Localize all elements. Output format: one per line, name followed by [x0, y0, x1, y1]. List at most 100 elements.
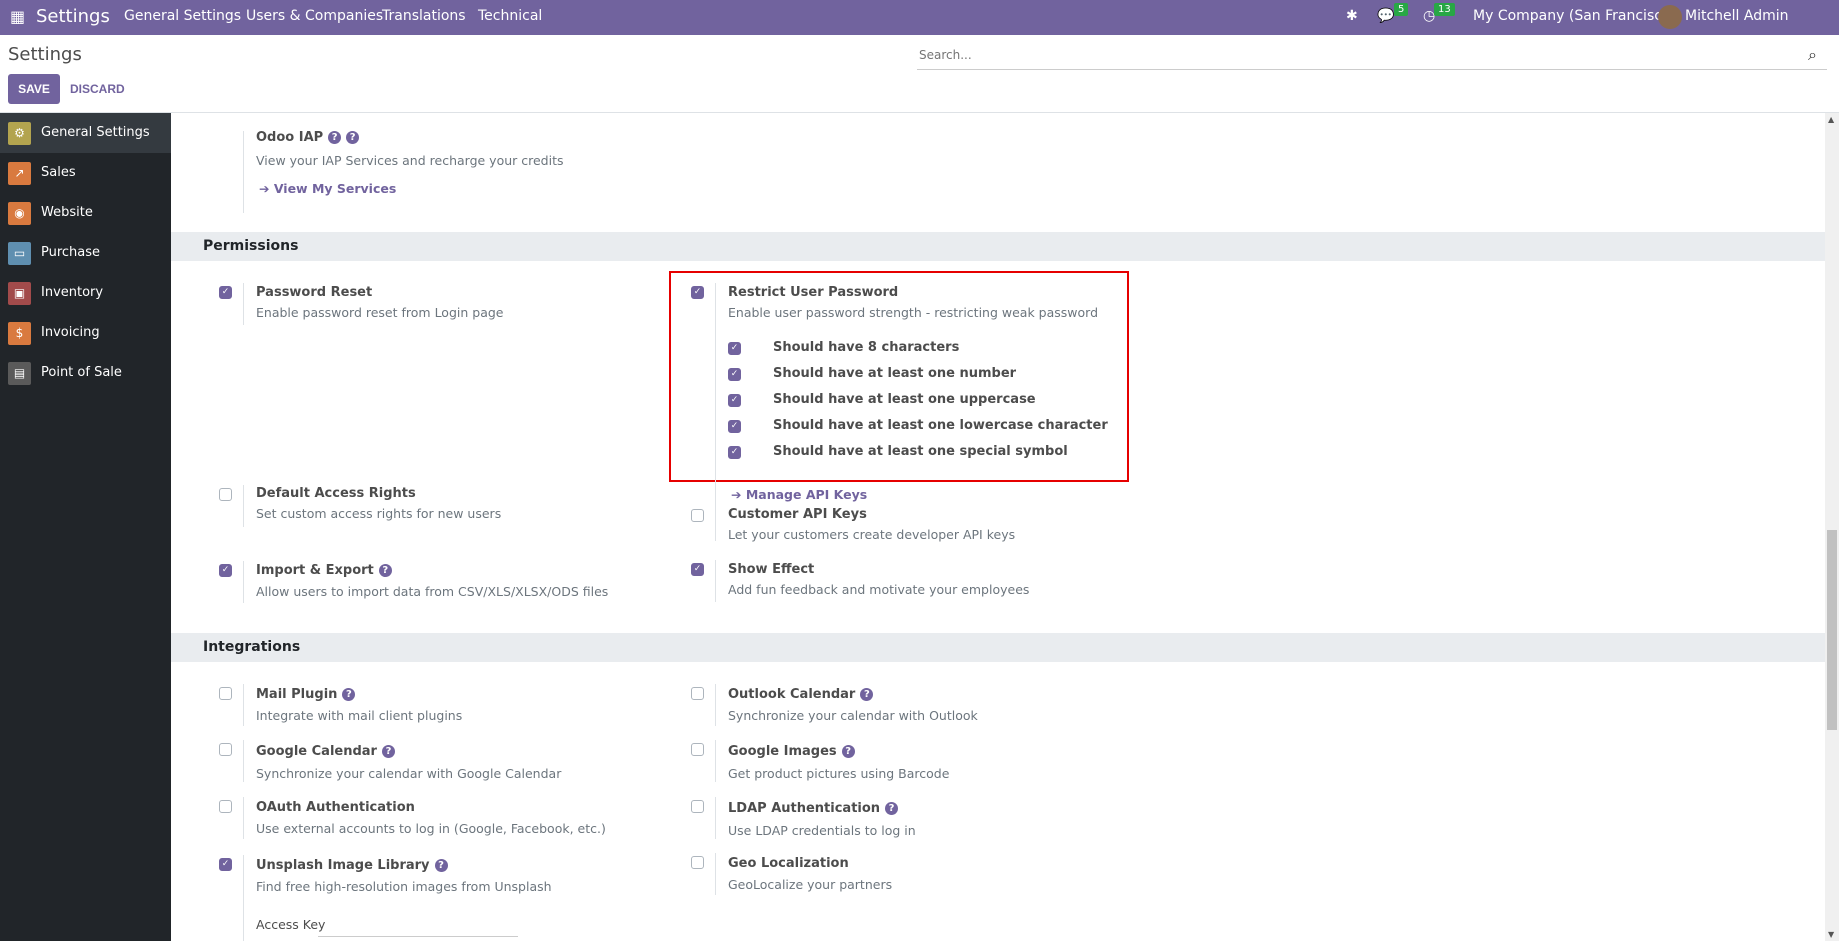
sidebar-item-inventory[interactable]: ▣ Inventory: [0, 273, 171, 313]
ldap-label: LDAP Authentication?: [728, 801, 899, 816]
restrict-password-label: Restrict User Password: [728, 285, 899, 300]
help-icon[interactable]: ?: [328, 131, 342, 144]
show-effect-desc: Add fun feedback and motivate your emplo…: [728, 582, 1030, 597]
google-calendar-label: Google Calendar?: [256, 744, 395, 759]
sidebar-item-general-settings[interactable]: ⚙ General Settings: [0, 113, 171, 153]
unsplash-checkbox[interactable]: ✓: [219, 858, 232, 871]
scrollbar-thumb[interactable]: [1827, 530, 1837, 730]
unsplash-label: Unsplash Image Library?: [256, 858, 448, 873]
help-icon[interactable]: ?: [346, 131, 360, 144]
access-key-input[interactable]: [318, 936, 518, 937]
divider: [715, 740, 716, 782]
section-integrations: Integrations: [171, 633, 1825, 662]
sidebar-item-purchase[interactable]: ▭ Purchase: [0, 233, 171, 273]
menu-users-companies[interactable]: Users & Companies: [246, 8, 384, 24]
rule-label: Should have 8 characters: [773, 340, 960, 355]
rule-checkbox[interactable]: ✓: [728, 342, 741, 355]
mail-plugin-checkbox[interactable]: [219, 687, 232, 700]
restrict-password-checkbox[interactable]: ✓: [691, 286, 704, 299]
divider: [243, 740, 244, 782]
password-reset-label: Password Reset: [256, 285, 373, 300]
ldap-desc: Use LDAP credentials to log in: [728, 823, 916, 838]
help-icon[interactable]: ?: [841, 745, 855, 758]
debug-bug-icon[interactable]: ✱: [1346, 8, 1358, 24]
activities-clock-icon[interactable]: ◷: [1423, 8, 1436, 24]
sidebar-item-website[interactable]: ◉ Website: [0, 193, 171, 233]
save-button[interactable]: SAVE: [8, 74, 60, 104]
help-icon[interactable]: ?: [381, 745, 395, 758]
geo-localization-label: Geo Localization: [728, 856, 849, 871]
password-reset-desc: Enable password reset from Login page: [256, 305, 504, 320]
rule-label: Should have at least one lowercase chara…: [773, 418, 1108, 433]
rule-checkbox[interactable]: ✓: [728, 368, 741, 381]
rule-label: Should have at least one uppercase: [773, 392, 1036, 407]
geo-localization-checkbox[interactable]: [691, 856, 704, 869]
default-access-rights-label: Default Access Rights: [256, 486, 416, 501]
google-calendar-checkbox[interactable]: [219, 743, 232, 756]
divider: [243, 131, 244, 213]
help-icon[interactable]: ?: [434, 859, 448, 872]
rule-checkbox[interactable]: ✓: [728, 394, 741, 407]
top-navbar: ▦ Settings General Settings Users & Comp…: [0, 0, 1839, 57]
globe-icon: ◉: [8, 202, 31, 225]
search-icon[interactable]: ⌕: [1808, 45, 1817, 64]
box-icon: ▣: [8, 282, 31, 305]
avatar[interactable]: [1658, 5, 1682, 29]
gear-icon: ⚙: [8, 122, 31, 145]
import-export-checkbox[interactable]: ✓: [219, 564, 232, 577]
password-reset-checkbox[interactable]: ✓: [219, 286, 232, 299]
sidebar-item-point-of-sale[interactable]: ▤ Point of Sale: [0, 353, 171, 393]
iap-desc: View your IAP Services and recharge your…: [256, 153, 564, 168]
manage-api-keys-link[interactable]: ➔ Manage API Keys: [731, 487, 868, 502]
customer-api-keys-checkbox[interactable]: [691, 509, 704, 522]
company-switcher[interactable]: My Company (San Francisco): [1473, 8, 1676, 24]
unsplash-desc: Find free high-resolution images from Un…: [256, 879, 552, 894]
app-menu-icon[interactable]: ▦: [10, 7, 26, 26]
iap-label: Odoo IAP??: [256, 130, 360, 145]
scrollbar[interactable]: ▲ ▼: [1825, 113, 1839, 941]
default-access-rights-desc: Set custom access rights for new users: [256, 506, 502, 521]
scroll-down-icon[interactable]: ▼: [1828, 930, 1835, 939]
divider: [243, 684, 244, 726]
view-services-link[interactable]: ➔ View My Services: [259, 181, 397, 196]
invoice-icon: $: [8, 322, 31, 345]
settings-content: Odoo IAP?? View your IAP Services and re…: [171, 113, 1825, 941]
section-permissions: Permissions: [171, 232, 1825, 261]
card-icon: ▭: [8, 242, 31, 265]
oauth-desc: Use external accounts to log in (Google,…: [256, 821, 606, 836]
help-icon[interactable]: ?: [860, 688, 874, 701]
help-icon[interactable]: ?: [885, 802, 899, 815]
access-key-label: Access Key: [256, 917, 326, 932]
menu-general-settings[interactable]: General Settings: [124, 8, 242, 24]
oauth-label: OAuth Authentication: [256, 800, 415, 815]
mail-plugin-label: Mail Plugin?: [256, 687, 356, 702]
show-effect-label: Show Effect: [728, 562, 815, 577]
default-access-rights-checkbox[interactable]: [219, 488, 232, 501]
divider: [243, 485, 244, 527]
oauth-checkbox[interactable]: [219, 800, 232, 813]
messages-icon[interactable]: 💬: [1377, 8, 1395, 24]
scroll-up-icon[interactable]: ▲: [1828, 115, 1835, 124]
divider: [243, 283, 244, 325]
search-input[interactable]: [917, 40, 1827, 70]
google-images-checkbox[interactable]: [691, 743, 704, 756]
sidebar-item-invoicing[interactable]: $ Invoicing: [0, 313, 171, 353]
menu-translations[interactable]: Translations: [382, 8, 466, 24]
outlook-calendar-label: Outlook Calendar?: [728, 687, 874, 702]
sidebar-item-sales[interactable]: ↗ Sales: [0, 153, 171, 193]
highlight-box: [669, 271, 1129, 482]
rule-checkbox[interactable]: ✓: [728, 446, 741, 459]
help-icon[interactable]: ?: [342, 688, 356, 701]
divider: [715, 684, 716, 726]
google-calendar-desc: Synchronize your calendar with Google Ca…: [256, 766, 562, 781]
app-title[interactable]: Settings: [36, 6, 110, 27]
rule-checkbox[interactable]: ✓: [728, 420, 741, 433]
messages-badge: 5: [1394, 3, 1409, 16]
menu-technical[interactable]: Technical: [478, 8, 543, 24]
outlook-calendar-checkbox[interactable]: [691, 687, 704, 700]
help-icon[interactable]: ?: [378, 564, 392, 577]
divider: [243, 855, 244, 941]
ldap-checkbox[interactable]: [691, 800, 704, 813]
discard-button[interactable]: DISCARD: [70, 74, 125, 104]
show-effect-checkbox[interactable]: ✓: [691, 563, 704, 576]
